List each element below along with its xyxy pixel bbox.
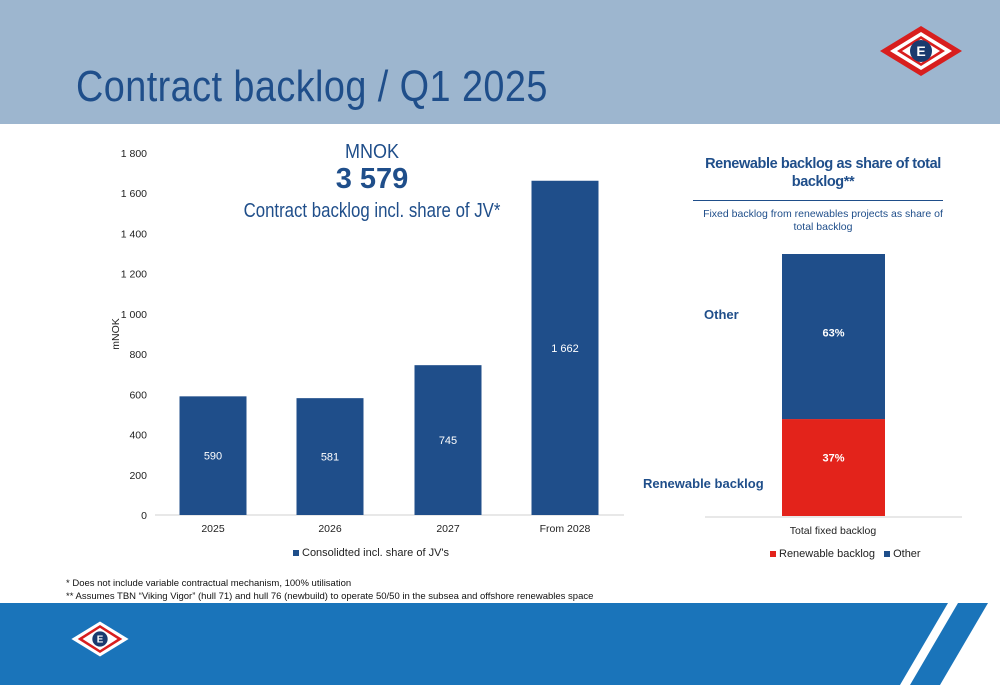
legend-swatch-other xyxy=(884,551,891,558)
legend-swatch-renewable xyxy=(770,551,776,558)
bar xyxy=(531,180,599,515)
y-tick-label: 1 600 xyxy=(121,188,147,200)
renewable-chart-subtitle: Fixed backlog from renewables projects a… xyxy=(703,208,943,233)
legend-label-other: Other xyxy=(893,548,921,560)
kpi-unit: MNOK xyxy=(345,141,399,163)
bar-data-label: 745 xyxy=(439,435,457,447)
y-tick-label: 1 400 xyxy=(121,228,147,240)
y-axis-title: mNOK xyxy=(110,318,122,350)
footer-band xyxy=(0,603,988,685)
y-tick-label: 800 xyxy=(129,349,147,361)
x-tick-label: Total fixed backlog xyxy=(790,525,877,537)
bar xyxy=(414,365,482,515)
x-tick-label: From 2028 xyxy=(540,523,591,535)
footnote-2: ** Assumes TBN “Viking Vigor” (hull 71) … xyxy=(66,591,594,602)
renewable-chart-legend: Renewable backlog Other xyxy=(770,548,921,560)
segment-data-label: 63% xyxy=(822,328,844,340)
bar-data-label: 1 662 xyxy=(551,343,579,355)
backlog-bar-chart: mNOK 0 200 400 600 800 1 000 1 200 1 400 1 600 1 … xyxy=(110,148,624,535)
stack-segment xyxy=(782,419,885,516)
stack-segment xyxy=(782,254,885,420)
y-tick-label: 1 800 xyxy=(121,148,147,160)
renewable-chart-title: Renewable backlog as share of total back… xyxy=(705,156,941,190)
x-tick-label: 2026 xyxy=(318,523,342,535)
y-tick-label: 1 200 xyxy=(121,269,147,281)
bar-data-label: 590 xyxy=(204,451,222,463)
y-tick-label: 600 xyxy=(129,389,147,401)
y-tick-label: 1 000 xyxy=(121,309,147,321)
legend-label-renewable: Renewable backlog xyxy=(779,548,876,560)
logo-letter: E xyxy=(97,634,104,645)
bar-chart-legend: Consolidted incl. share of JV's xyxy=(293,547,449,559)
kpi-value: 3 579 xyxy=(335,163,409,195)
y-tick-label: 200 xyxy=(129,470,147,482)
logo-letter: E xyxy=(916,43,925,59)
kpi-caption: Contract backlog incl. share of JV* xyxy=(243,200,501,222)
title-divider xyxy=(693,200,943,201)
legend-swatch xyxy=(293,550,299,557)
segment-label-other: Other xyxy=(704,307,739,322)
segment-label-renewable: Renewable backlog xyxy=(643,476,764,491)
header-band xyxy=(0,0,1000,124)
y-tick-label: 0 xyxy=(141,510,147,522)
x-tick-label: 2027 xyxy=(436,523,460,535)
renewable-share-chart: 37% 63% Total fixed backlog xyxy=(705,254,962,537)
company-logo-icon: E xyxy=(880,26,962,76)
bar xyxy=(179,396,247,515)
footer-logo-icon: E xyxy=(71,621,129,657)
footnote-1: * Does not include variable contractual … xyxy=(66,578,352,589)
page-title: Contract backlog / Q1 2025 xyxy=(76,62,548,111)
x-tick-label: 2025 xyxy=(201,523,225,535)
legend-label: Consolidted incl. share of JV's xyxy=(302,547,450,559)
segment-data-label: 37% xyxy=(822,453,844,465)
bar xyxy=(296,398,364,515)
y-tick-label: 400 xyxy=(129,430,147,442)
bar-data-label: 581 xyxy=(321,452,339,464)
